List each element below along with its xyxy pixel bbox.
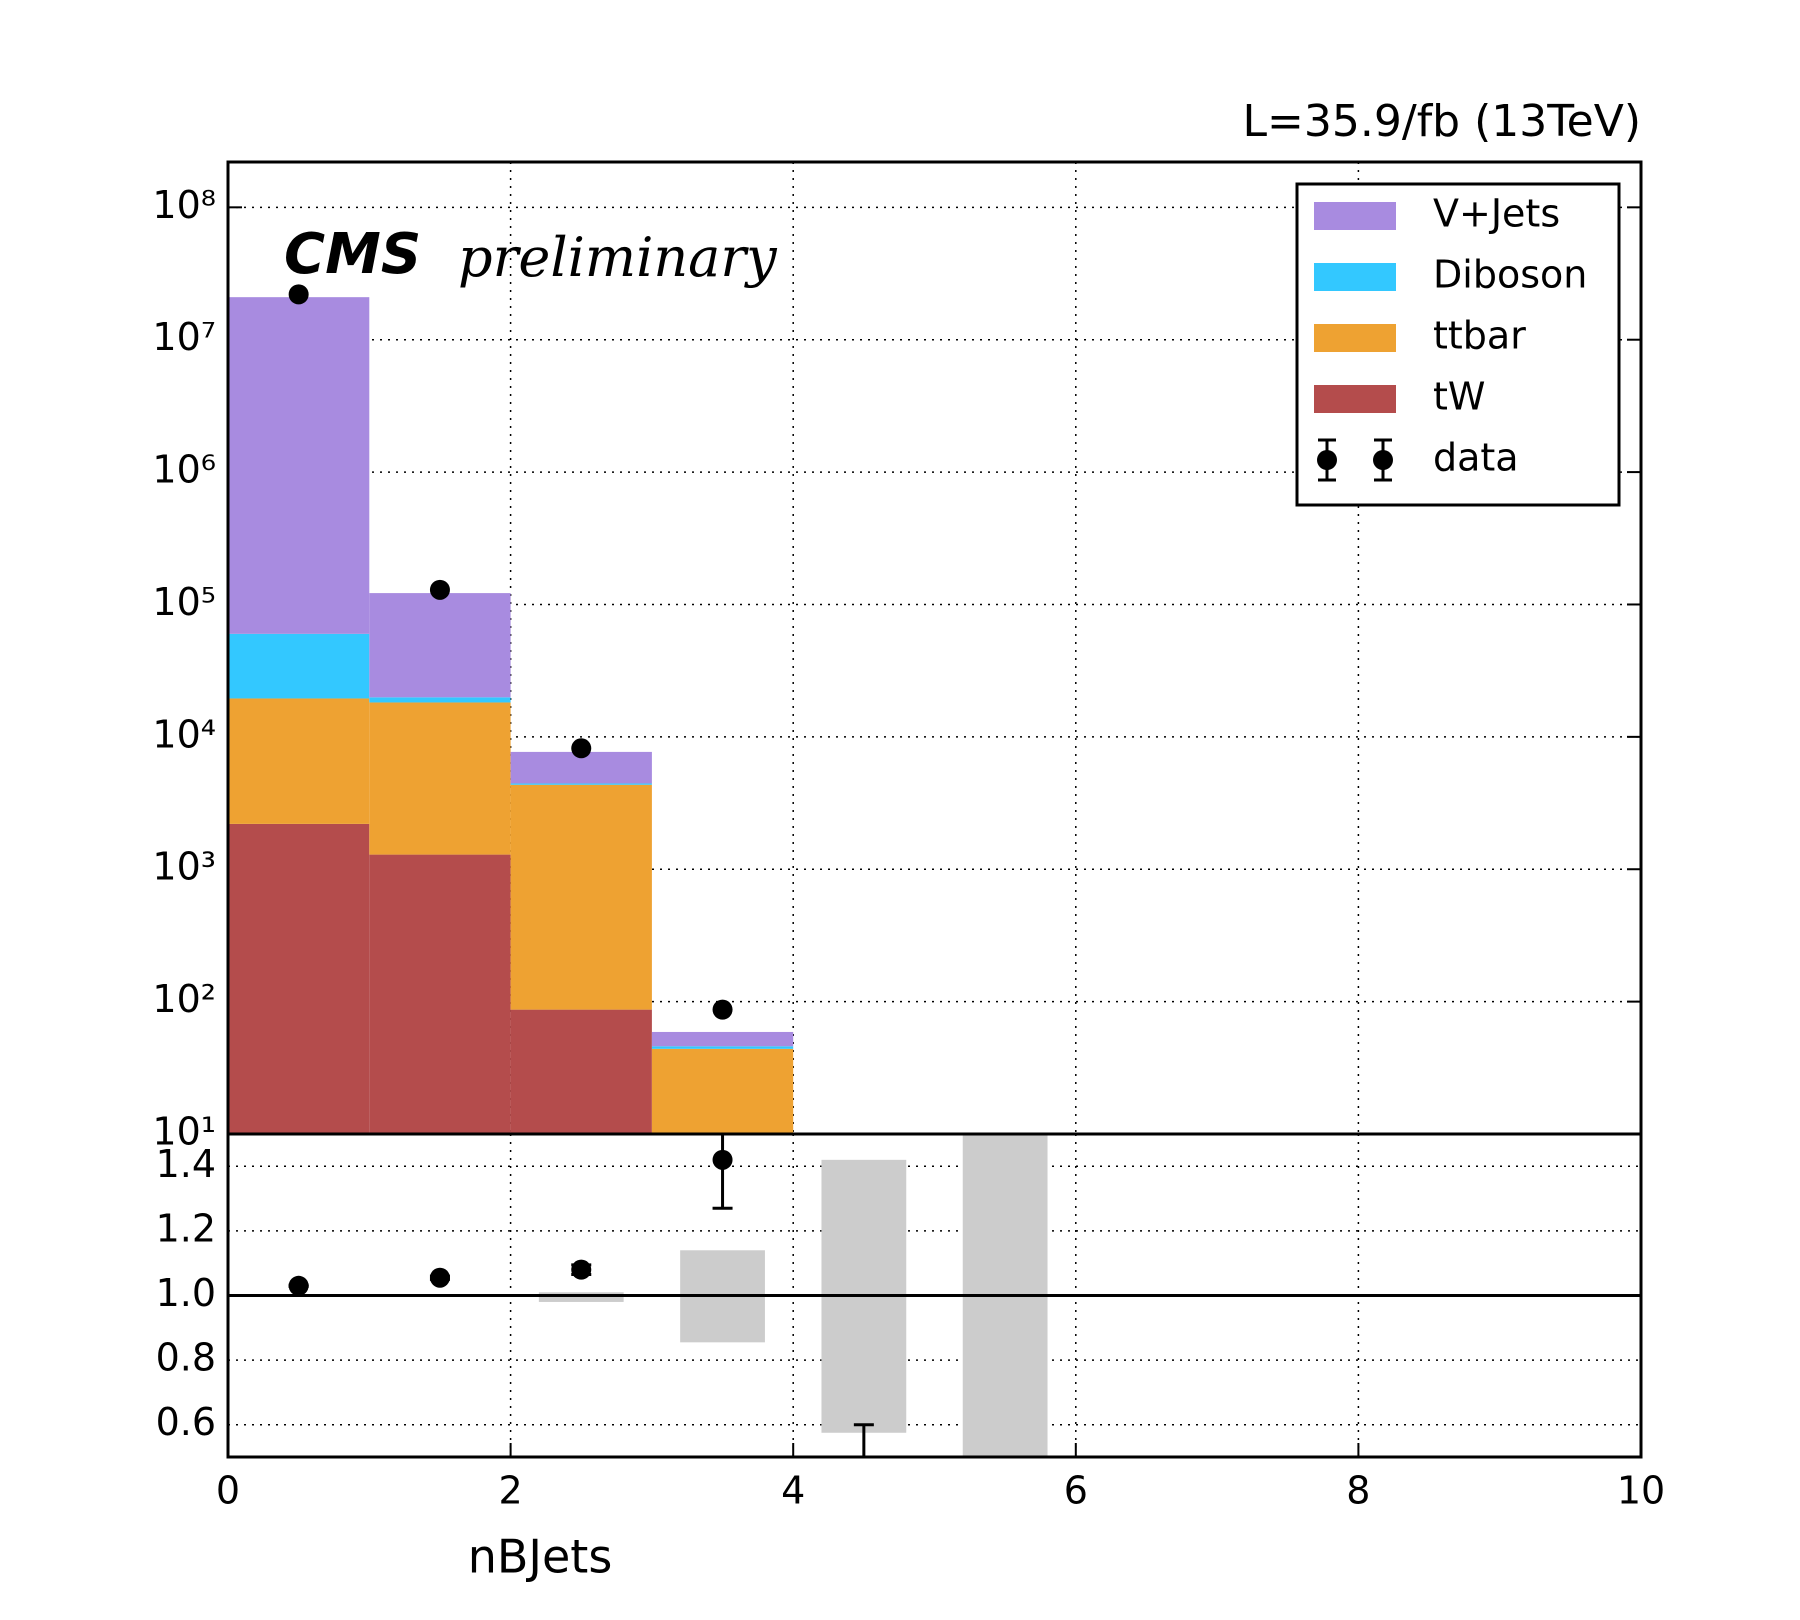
y-tick-label: 10⁶ [152, 448, 216, 492]
y-tick-label: 10⁴ [152, 712, 216, 756]
ratio-point [712, 1149, 733, 1170]
x-tick-label: 10 [1617, 1469, 1665, 1513]
y-tick-label: 10¹ [152, 1110, 216, 1154]
x-tick-label: 6 [1064, 1469, 1088, 1513]
data-point [571, 738, 592, 759]
y-tick-label: 10² [152, 977, 216, 1021]
ratio-point [571, 1259, 592, 1280]
ratio-point [429, 1267, 450, 1288]
y-tick-label: 1.2 [156, 1206, 216, 1250]
x-tick-label: 4 [781, 1469, 805, 1513]
ratio-point [288, 1275, 309, 1296]
y-tick-label: 0.6 [156, 1400, 216, 1444]
bar-segment [228, 633, 370, 699]
y-tick-label: 10³ [152, 845, 216, 889]
bar-segment [651, 1031, 794, 1047]
x-axis-label: nBJets [468, 1530, 613, 1584]
legend-swatch [1314, 263, 1396, 291]
y-tick-label: 1.0 [156, 1271, 216, 1315]
y-tick-label: 10⁵ [152, 580, 216, 624]
bar-segment [369, 854, 511, 1134]
x-tick-label: 2 [499, 1469, 523, 1513]
x-tick-label: 8 [1346, 1469, 1370, 1513]
legend-marker [1373, 450, 1393, 470]
legend-label: tW [1433, 375, 1485, 419]
legend-swatch [1314, 202, 1396, 230]
uncertainty-band [538, 1292, 624, 1302]
legend-marker [1317, 450, 1337, 470]
y-tick-label: 10⁸ [152, 183, 216, 227]
legend-swatch [1314, 385, 1396, 413]
data-point [429, 579, 450, 600]
bar-segment [369, 697, 511, 703]
experiment-sublabel: preliminary [458, 226, 778, 289]
chart-title: L=35.9/fb (13TeV) [1243, 96, 1641, 147]
legend-swatch [1314, 324, 1396, 352]
legend-label: ttbar [1433, 314, 1526, 358]
bar-segment [228, 823, 370, 1134]
x-tick-label: 0 [216, 1469, 240, 1513]
legend-label: V+Jets [1433, 192, 1560, 236]
y-tick-label: 10⁷ [152, 315, 216, 359]
ratio-frame [226, 1132, 1643, 1459]
bar-segment [510, 784, 652, 1010]
y-tick-label: 0.8 [156, 1336, 216, 1380]
legend-label: Diboson [1433, 253, 1587, 297]
bar-segment [651, 1046, 794, 1049]
legend-label: data [1433, 436, 1519, 480]
bar-segment [228, 297, 370, 634]
data-point [288, 284, 309, 305]
y-tick-label: 1.4 [156, 1142, 216, 1186]
experiment-label: CMS [284, 222, 421, 287]
bar-segment [651, 1048, 794, 1134]
bar-segment [228, 698, 370, 824]
data-point [712, 999, 733, 1020]
bar-segment [369, 593, 511, 698]
bar-segment [510, 783, 652, 785]
bar-segment [510, 1009, 652, 1134]
bar-segment [369, 702, 511, 855]
